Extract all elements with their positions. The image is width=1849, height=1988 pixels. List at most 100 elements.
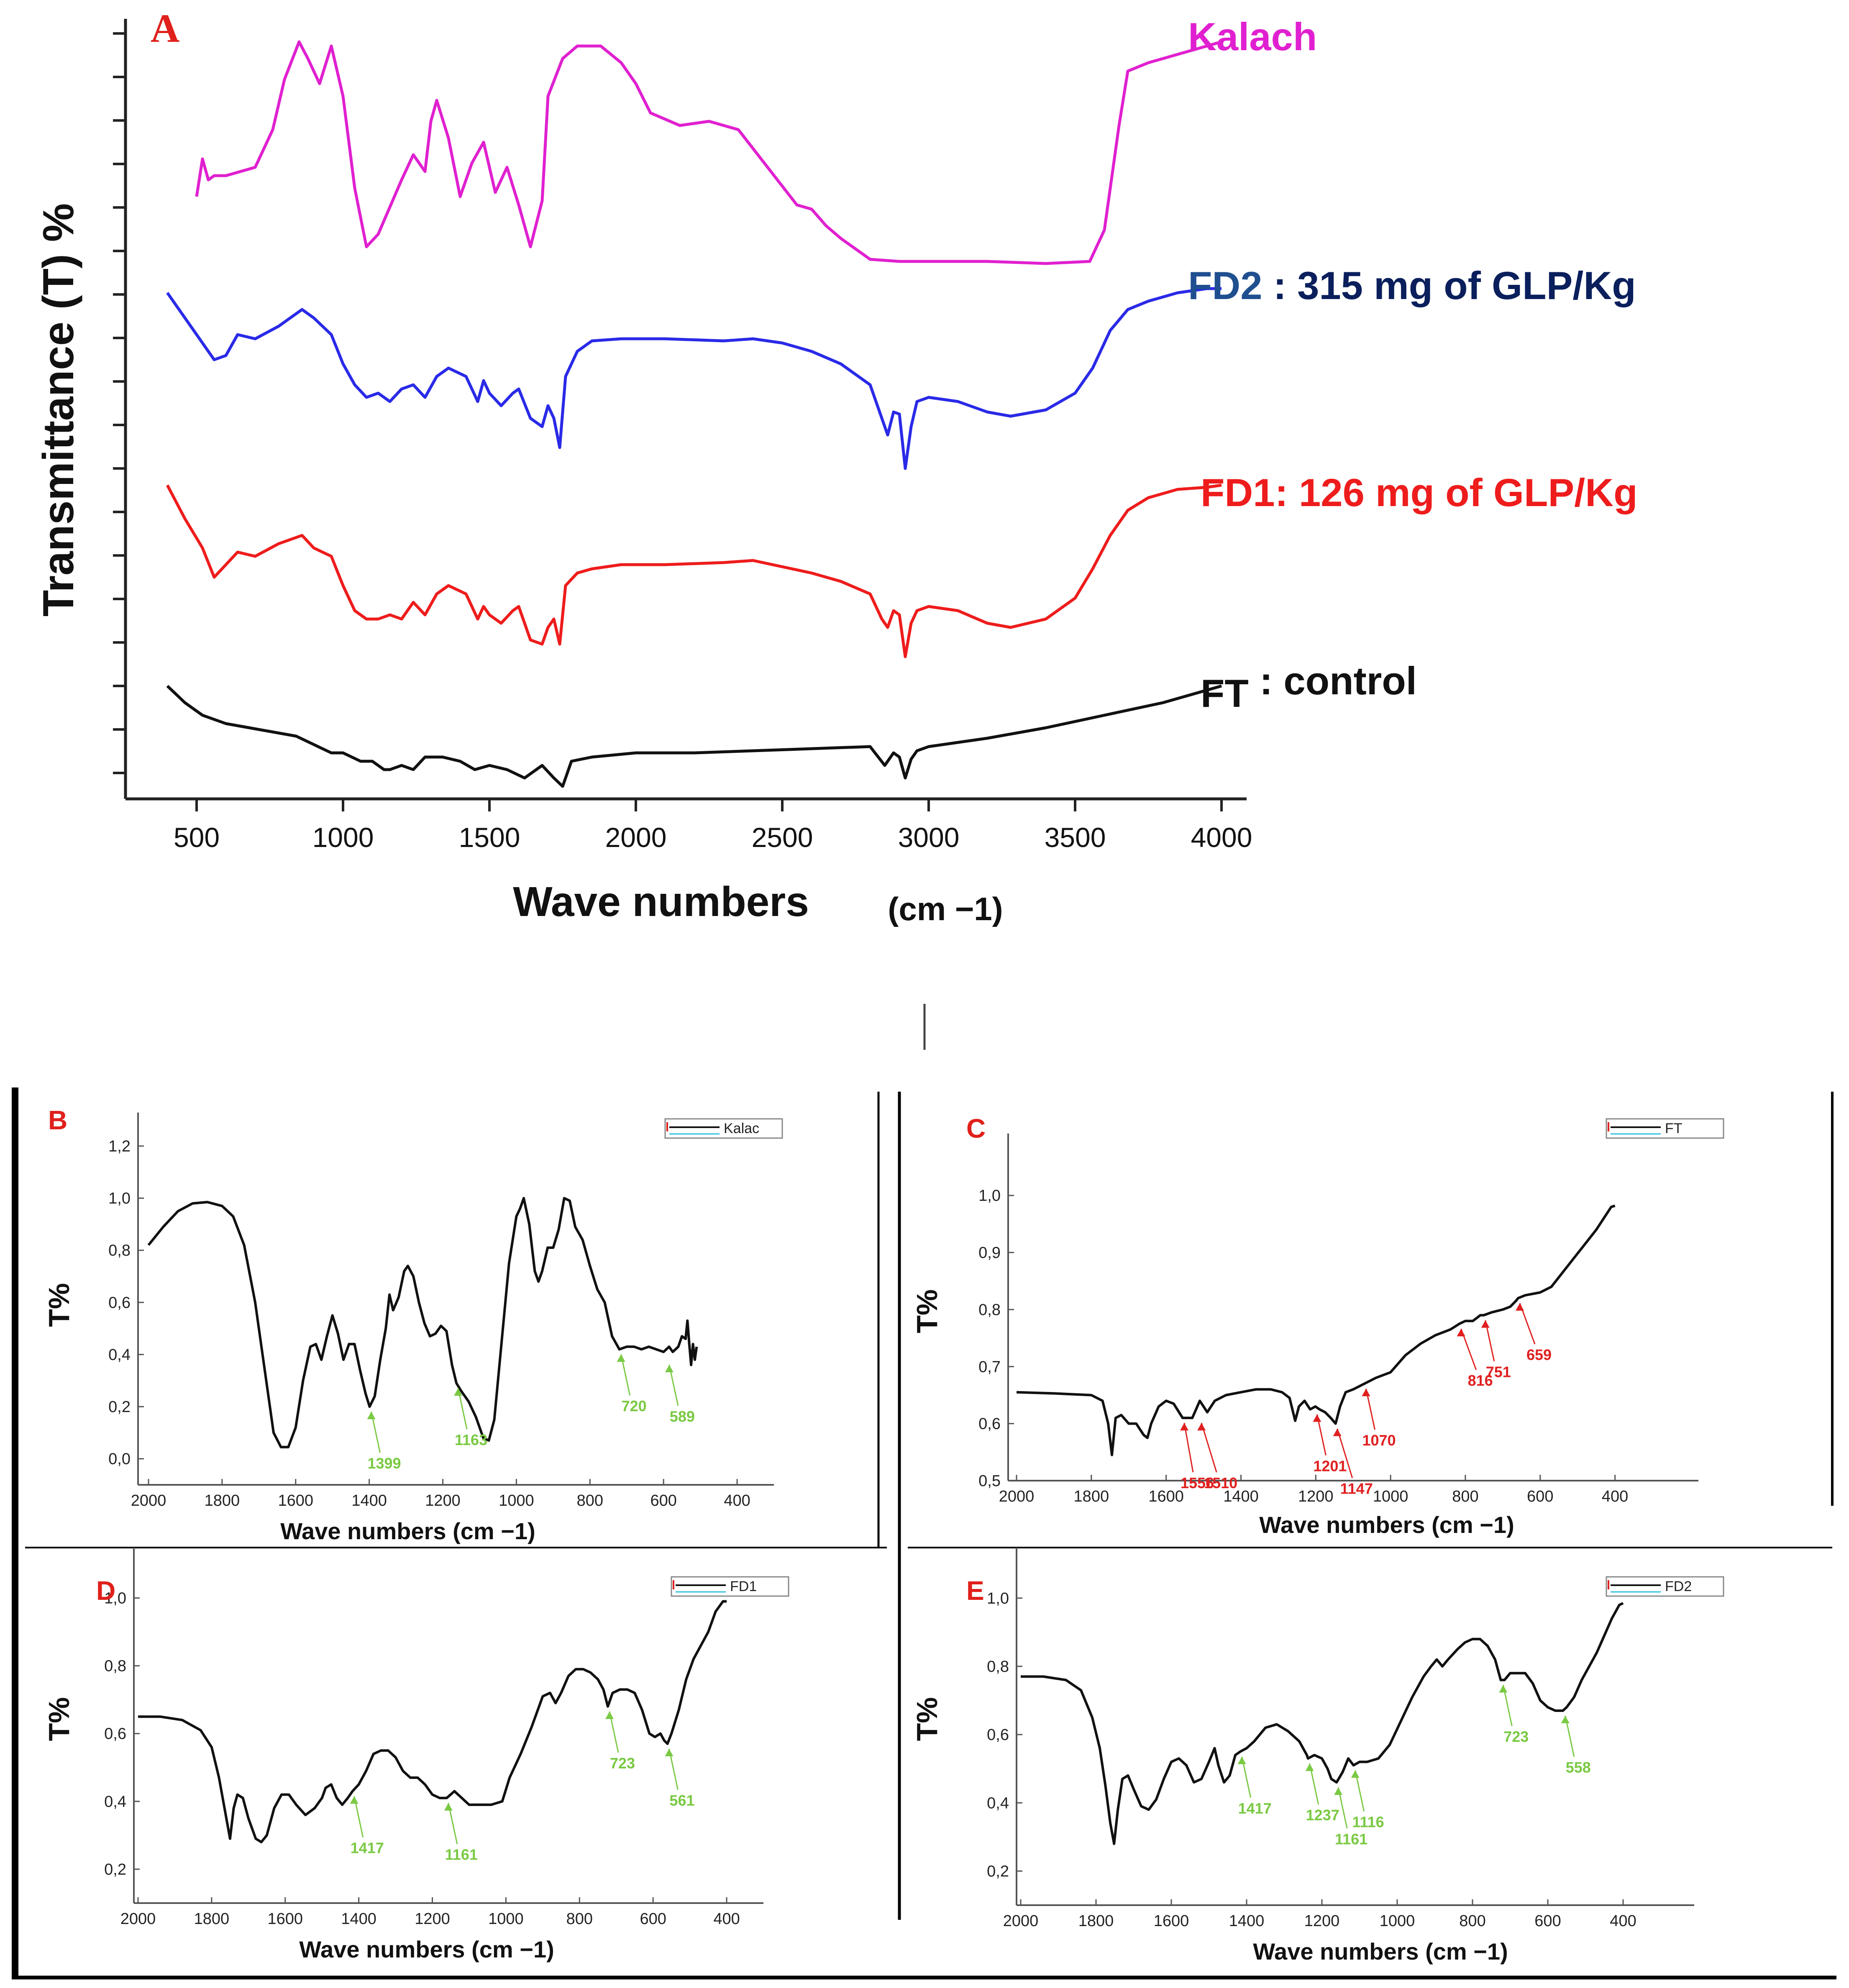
peak-annotation: 1556 [1180, 1423, 1214, 1492]
panel-a-letter: A [151, 6, 179, 51]
legend-box: FT [1606, 1118, 1724, 1139]
annotation-arrowhead [1499, 1685, 1508, 1693]
x-tick-label: 800 [577, 1492, 603, 1510]
y-tick-label: 1,0 [987, 1590, 1009, 1607]
series-kalach [195, 40, 1222, 265]
label-fd2-desc: : 315 mg of GLP/Kg [1263, 264, 1636, 307]
annotation-label: 589 [670, 1408, 695, 1425]
annotation-arrowhead [1305, 1763, 1314, 1771]
label-fd2-name: FD2 [1188, 264, 1263, 307]
x-tick-label: 600 [650, 1492, 676, 1510]
legend-frame [1606, 1118, 1724, 1139]
annotation-label: 1147 [1340, 1480, 1373, 1497]
peak-annotation: 1399 [367, 1411, 401, 1472]
series-fd1 [166, 484, 1222, 658]
annotation-label: 816 [1468, 1372, 1493, 1389]
panel-e: 0,2 0,4 0,6 0,8 1,0 2000 1800 1600 1400 1200 1000 8… [911, 1548, 1724, 1965]
x-tick-label: 800 [1452, 1488, 1478, 1505]
x-tick-label: 2000 [120, 1910, 156, 1928]
annotation-arrowhead [1180, 1423, 1188, 1430]
annotation-arrowhead [617, 1354, 625, 1362]
legend-frame [671, 1576, 789, 1597]
peak-annotation: 723 [1499, 1685, 1529, 1745]
annotation-label: 723 [1503, 1728, 1529, 1745]
y-tick-label: 0,4 [104, 1793, 126, 1811]
x-tick-label: 4000 [1191, 822, 1252, 853]
y-tick-label: 0,8 [104, 1658, 126, 1675]
y-tick-label: 0,5 [978, 1472, 1001, 1490]
x-tick-label: 1400 [1229, 1912, 1265, 1930]
x-tick-label: 1200 [425, 1492, 461, 1510]
x-tick-label: 3500 [1045, 822, 1106, 853]
frame-left-bar [12, 1087, 18, 1978]
annotation-arrowhead [1457, 1329, 1465, 1336]
label-fd1: FD1: 126 mg of GLP/Kg [1201, 471, 1638, 514]
panel-a-series [166, 40, 1222, 788]
annotation-arrowhead [1516, 1303, 1524, 1311]
y-tick-label: 0,2 [987, 1863, 1009, 1880]
annotation-arrowhead [1313, 1414, 1321, 1422]
panel-d: 0,2 0,4 0,6 0,8 1,0 2000 1800 1600 1400 1200 1000 8… [43, 1548, 789, 1962]
x-tick-label: 1600 [1148, 1488, 1184, 1505]
x-tick-label: 800 [1459, 1912, 1485, 1930]
peak-annotation: 1201 [1313, 1414, 1347, 1475]
peak-annotation: 1116 [1351, 1770, 1384, 1831]
y-tick-label: 0,6 [108, 1294, 131, 1312]
peak-annotation: 558 [1561, 1715, 1591, 1776]
peak-annotation: 1510 [1197, 1423, 1237, 1492]
annotation-label: 1237 [1306, 1806, 1339, 1824]
y-tick-label: 1,2 [108, 1138, 131, 1155]
y-tick-label: 0,0 [108, 1451, 131, 1468]
panel-a-x-unit: (cm −1) [888, 890, 1003, 927]
peak-annotation: 1147 [1333, 1428, 1373, 1497]
peak-annotation: 1417 [1237, 1756, 1272, 1817]
label-ft-name: FT [1201, 671, 1249, 715]
annotation-label: 1116 [1352, 1814, 1384, 1831]
annotation-arrowhead [350, 1796, 359, 1804]
panel-letter: E [966, 1576, 984, 1606]
annotation-label: 1161 [1335, 1830, 1368, 1847]
x-tick-label: 1800 [205, 1492, 240, 1510]
x-tick-label: 2000 [605, 822, 667, 853]
peak-annotation: 1417 [350, 1796, 384, 1857]
annotation-label: 1161 [445, 1846, 478, 1863]
panel-a-x-ticks: 500 1000 1500 2000 2500 3000 3500 4000 [174, 799, 1252, 853]
x-tick-label: 1000 [488, 1910, 524, 1928]
legend-frame [1606, 1576, 1724, 1597]
lower-panels-frame [12, 1087, 1836, 1980]
annotation-label: 751 [1486, 1364, 1511, 1381]
panel-letter: D [96, 1576, 115, 1606]
x-tick-label: 1200 [1298, 1488, 1334, 1505]
annotation-label: 720 [622, 1397, 647, 1415]
panel-a: A 500 1000 1500 2000 2500 3000 3500 4000 Transm… [34, 6, 1638, 927]
label-fd2: FD2 : 315 mg of GLP/Kg [1188, 264, 1636, 307]
annotation-arrow [1183, 1423, 1194, 1473]
label-fd1-name: FD1 [1201, 471, 1275, 514]
peak-annotation: 1161 [1334, 1787, 1368, 1847]
x-axis-label: Wave numbers (cm −1) [1259, 1512, 1514, 1538]
legend-frame [664, 1118, 783, 1139]
x-tick-label: 600 [1527, 1488, 1553, 1505]
annotation-arrowhead [605, 1711, 614, 1719]
peak-annotation: 751 [1481, 1320, 1511, 1381]
annotation-arrowhead [1197, 1423, 1206, 1430]
annotation-arrowhead [665, 1364, 674, 1372]
y-tick-label: 0,4 [987, 1794, 1009, 1812]
x-tick-label: 600 [1534, 1912, 1561, 1930]
annotation-arrow [1201, 1423, 1217, 1473]
y-tick-label: 0,2 [104, 1861, 126, 1878]
legend-box: FD2 [1606, 1576, 1724, 1597]
series-ft [166, 684, 1222, 788]
annotation-label: 1201 [1313, 1458, 1347, 1475]
annotation-arrowhead [1481, 1320, 1490, 1328]
y-tick-label: 0,4 [108, 1346, 131, 1364]
panel-a-y-ticks [113, 32, 125, 774]
x-tick-label: 2000 [1003, 1912, 1039, 1930]
x-tick-label: 1800 [1078, 1912, 1114, 1930]
y-tick-label: 0,6 [978, 1415, 1001, 1433]
x-tick-label: 2000 [131, 1492, 166, 1510]
legend-text: FD1 [730, 1579, 757, 1594]
y-tick-label: 0,7 [978, 1358, 1001, 1376]
